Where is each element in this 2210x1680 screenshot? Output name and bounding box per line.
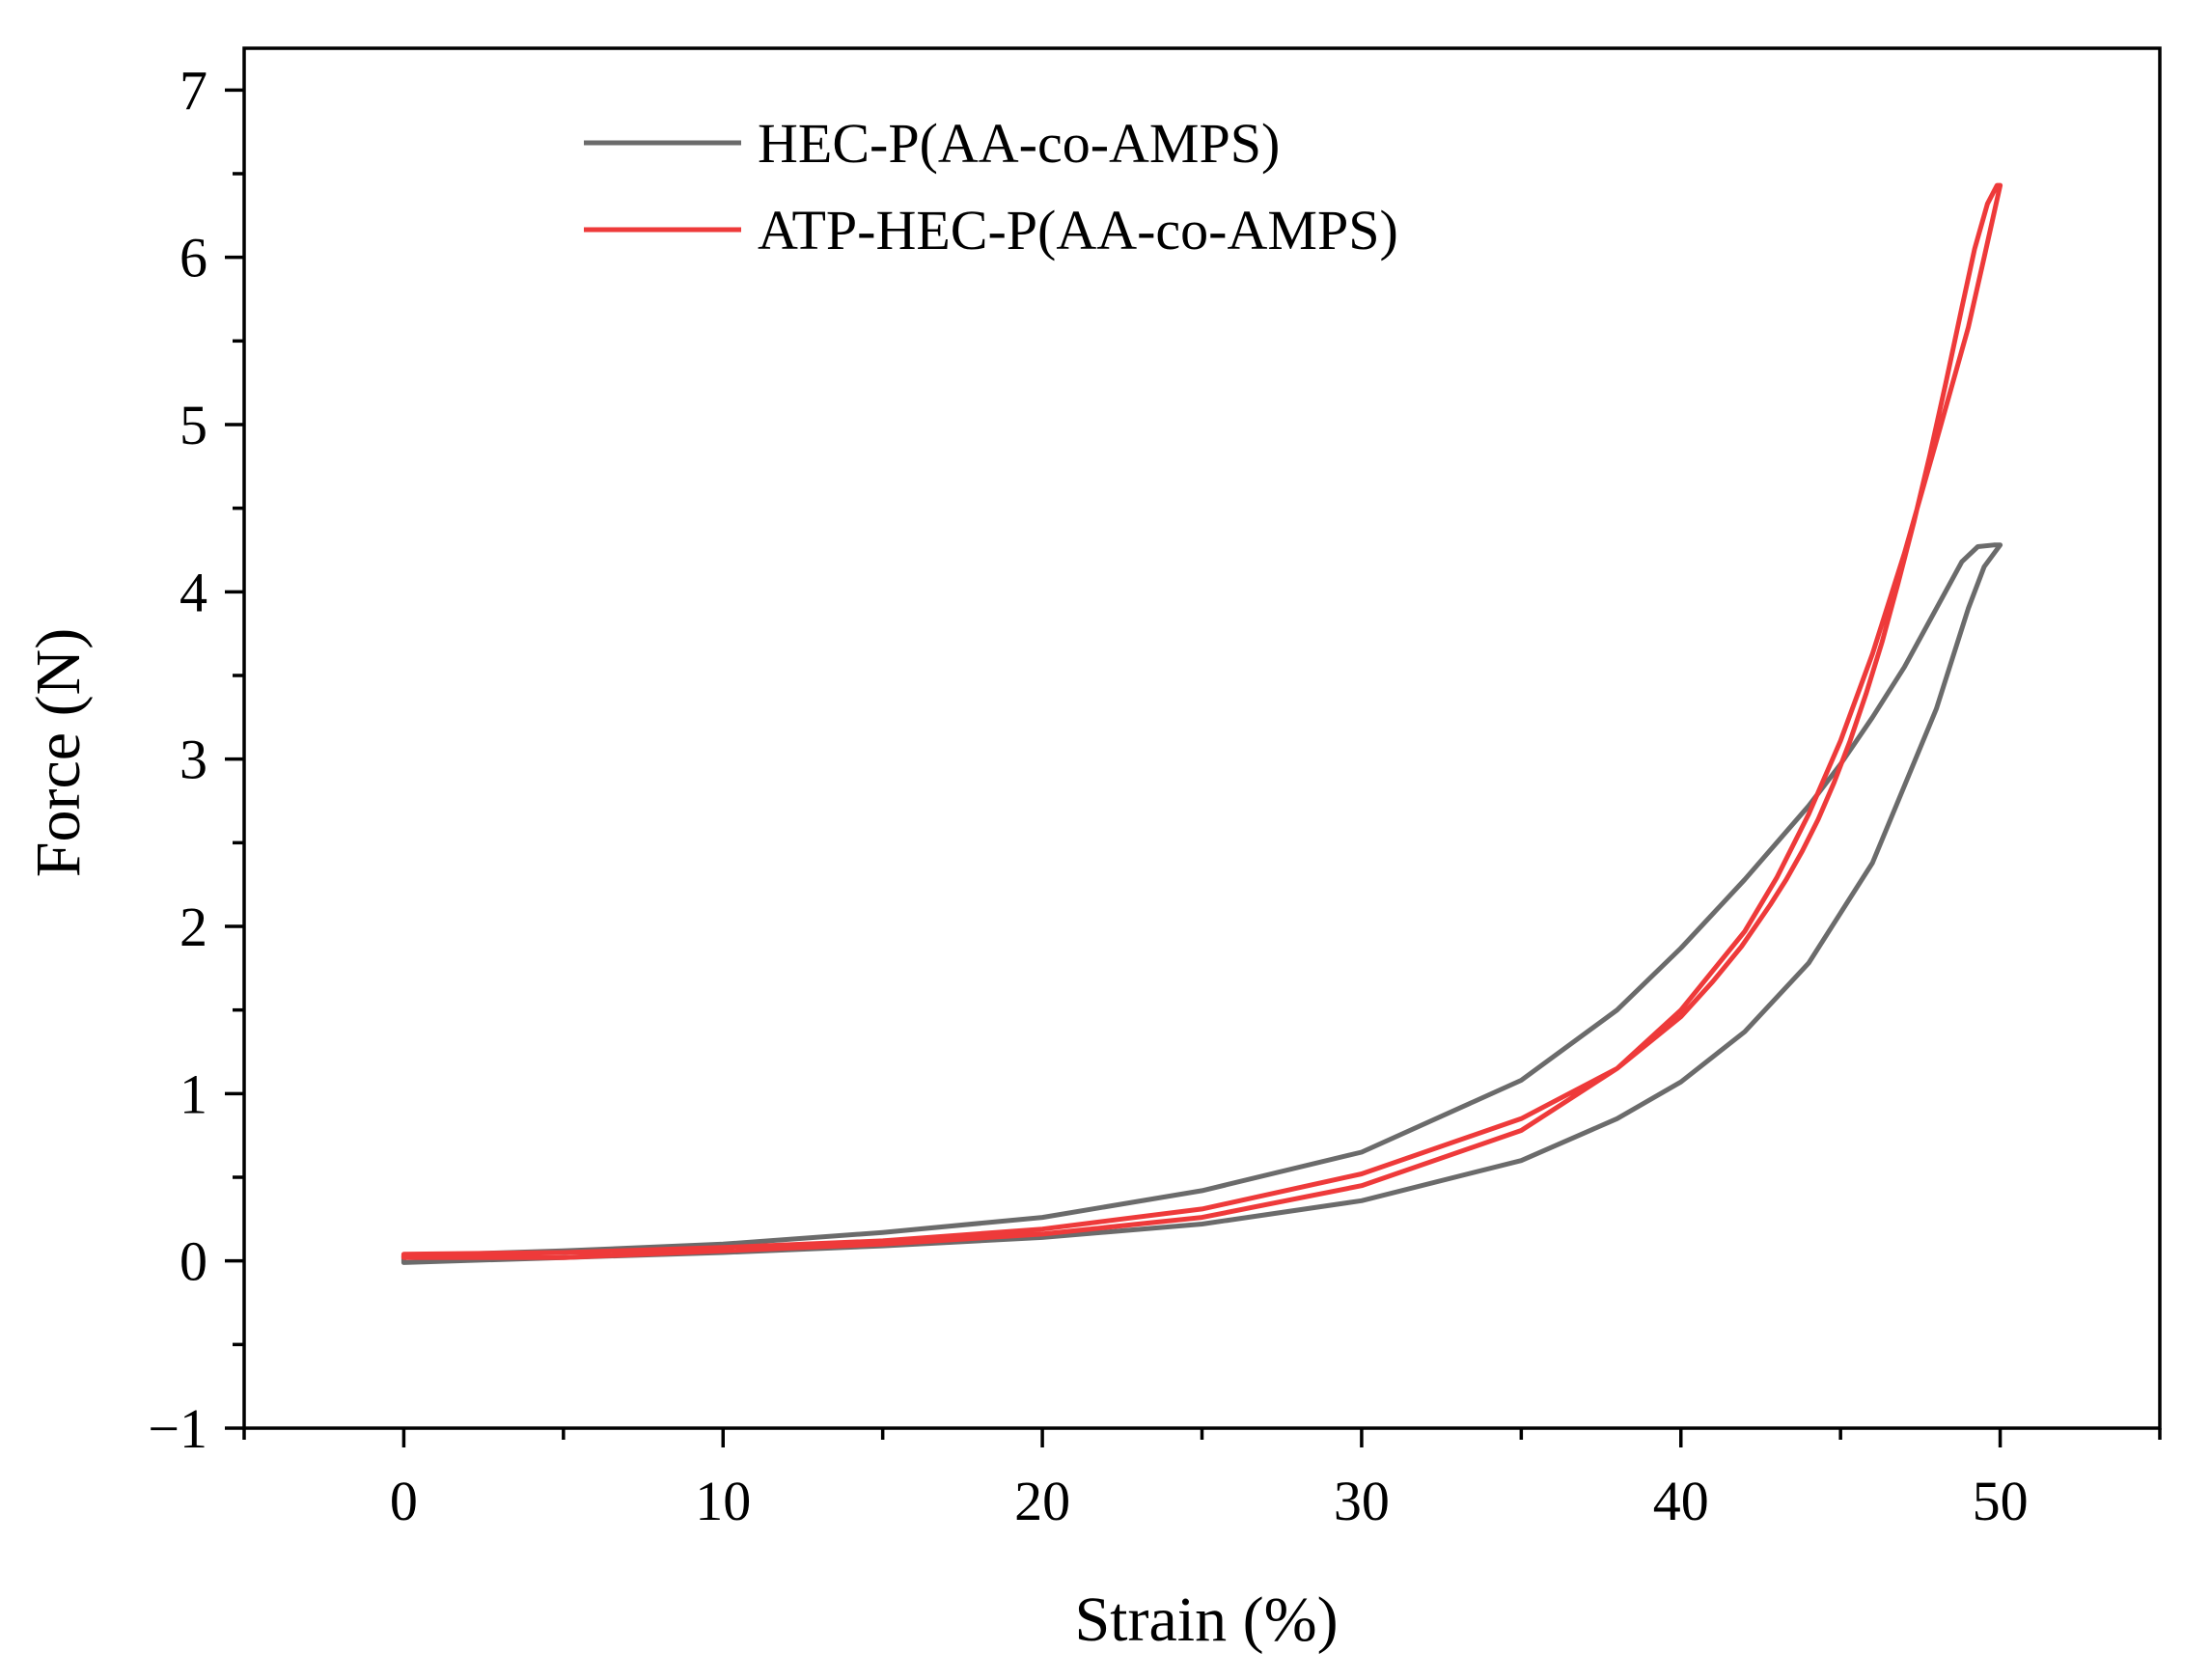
x-tick-label: 0 xyxy=(390,1470,418,1532)
x-tick-label: 30 xyxy=(1334,1470,1390,1532)
x-tick-label: 50 xyxy=(1973,1470,2029,1532)
tick-labels-layer: 0 10 20 30 40 50 −1 0 1 2 3 4 5 6 7 xyxy=(148,59,2028,1532)
legend: HEC-P(AA-co-AMPS) ATP-HEC-P(AA-co-AMPS) xyxy=(584,112,1398,262)
y-tick-label: 0 xyxy=(180,1230,207,1293)
legend-label-hec: HEC-P(AA-co-AMPS) xyxy=(758,112,1280,175)
x-axis-title: Strain (%) xyxy=(1074,1584,1338,1655)
y-tick-label: 4 xyxy=(180,561,207,623)
y-tick-label: 2 xyxy=(180,895,207,958)
ticks-layer xyxy=(225,88,2162,1447)
series-line-atp xyxy=(401,182,2003,1260)
y-tick-label: −1 xyxy=(148,1397,207,1460)
y-axis-title: Force (N) xyxy=(23,628,94,877)
y-tick-label: 7 xyxy=(180,59,207,122)
series-line-hec xyxy=(401,542,2003,1265)
x-tick-label: 20 xyxy=(1014,1470,1070,1532)
y-tick-label: 3 xyxy=(180,729,207,791)
x-tick-label: 10 xyxy=(695,1470,751,1532)
x-tick-label: 40 xyxy=(1653,1470,1709,1532)
series-layer xyxy=(401,182,2003,1265)
y-tick-label: 1 xyxy=(180,1062,207,1125)
y-tick-label: 6 xyxy=(180,227,207,289)
y-tick-label: 5 xyxy=(180,394,207,456)
legend-label-atp: ATP-HEC-P(AA-co-AMPS) xyxy=(758,199,1398,262)
plot-frame xyxy=(242,46,2162,1430)
